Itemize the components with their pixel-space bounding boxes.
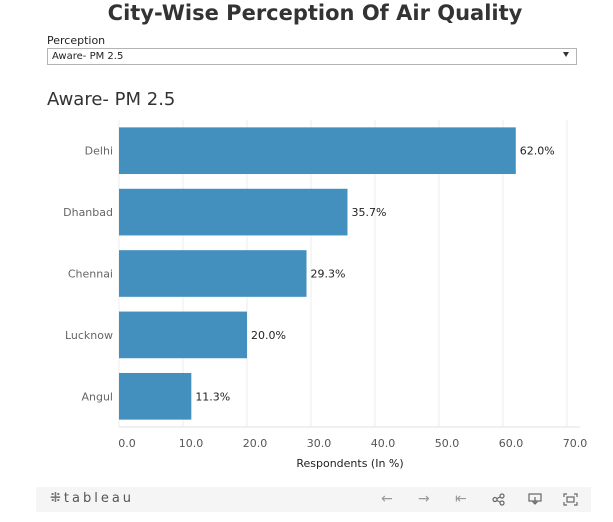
value-label: 35.7% — [351, 206, 386, 219]
x-tick-label: 60.0 — [499, 437, 524, 450]
perception-dropdown[interactable]: Aware- PM 2.5 — [47, 48, 577, 65]
category-label: Delhi — [85, 145, 113, 158]
category-label: Lucknow — [65, 329, 113, 342]
revert-icon[interactable]: ⇤ — [455, 491, 467, 507]
fullscreen-icon[interactable] — [563, 490, 578, 511]
x-tick-label: 0.0 — [118, 437, 136, 450]
axis-layer: 0.0 10.0 20.0 30.0 40.0 50.0 60.0 70.0 Responden… — [63, 145, 587, 470]
page-title: City-Wise Perception Of Air Quality — [107, 1, 523, 25]
share-icon[interactable] — [492, 490, 505, 511]
value-label: 62.0% — [520, 145, 555, 158]
x-tick-label: 30.0 — [307, 437, 332, 450]
tableau-cross-icon: ⁜ — [50, 491, 61, 506]
tableau-logo[interactable]: ⁜ tableau — [50, 491, 134, 506]
download-icon[interactable] — [528, 490, 542, 511]
x-tick-label: 50.0 — [435, 437, 460, 450]
x-tick-label: 20.0 — [243, 437, 268, 450]
bar-dhanbad — [119, 188, 348, 236]
dropdown-value: Aware- PM 2.5 — [52, 51, 124, 62]
bar-chennai — [119, 250, 307, 297]
category-label: Chennai — [68, 268, 113, 281]
x-tick-label: 70.0 — [563, 437, 588, 450]
tableau-toolbar: ⁜ tableau ← → ⇤ — [36, 487, 591, 512]
chevron-down-icon[interactable] — [563, 52, 569, 57]
x-tick-label: 10.0 — [179, 437, 204, 450]
sheet-title: Aware- PM 2.5 — [47, 89, 176, 110]
bar-layer — [119, 127, 516, 420]
bar-angul — [119, 372, 192, 420]
bar-chart: 0.0 10.0 20.0 30.0 40.0 50.0 60.0 70.0 Responden… — [63, 120, 587, 470]
undo-icon[interactable]: ← — [381, 491, 393, 507]
redo-icon[interactable]: → — [418, 491, 430, 507]
value-label: 20.0% — [251, 329, 286, 342]
tableau-logo-text: tableau — [63, 491, 135, 506]
value-label: 29.3% — [311, 268, 346, 281]
bar-delhi — [119, 127, 516, 175]
value-label: 11.3% — [195, 390, 230, 403]
category-label: Angul — [81, 390, 113, 403]
x-axis-label: Respondents (In %) — [296, 457, 403, 470]
category-label: Dhanbad — [63, 206, 113, 219]
bar-lucknow — [119, 311, 247, 359]
x-tick-label: 40.0 — [371, 437, 396, 450]
filter-label: Perception — [47, 34, 106, 47]
